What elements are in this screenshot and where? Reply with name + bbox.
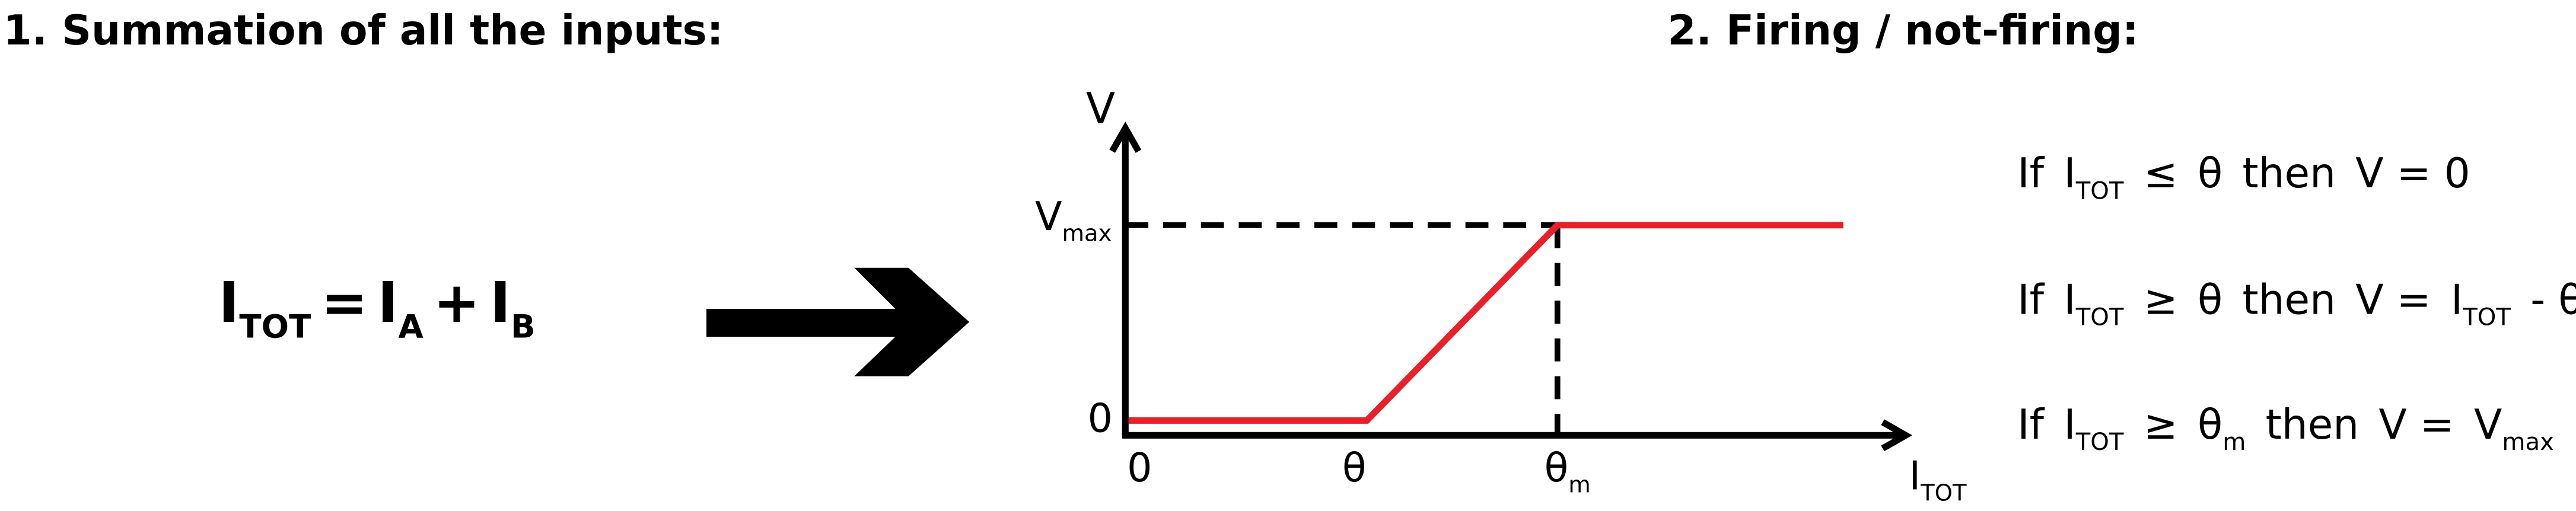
text-part: A bbox=[399, 308, 424, 346]
response-curve bbox=[1128, 222, 1843, 424]
text-part: θ bbox=[2198, 401, 2222, 449]
text-part: TOT bbox=[2462, 304, 2511, 331]
text-part: I bbox=[2451, 276, 2463, 324]
text-part: TOT bbox=[2075, 429, 2124, 456]
formula: ITOT bbox=[1909, 453, 1966, 507]
formula: If ITOT ≤ θ then V = 0 bbox=[2017, 150, 2470, 205]
formula: 0 bbox=[1127, 445, 1152, 491]
text-part: 0 bbox=[1127, 445, 1152, 491]
text-part: + bbox=[433, 271, 480, 336]
text-part: m bbox=[2222, 429, 2246, 456]
text-part: θ bbox=[1342, 445, 1367, 491]
text-part: max bbox=[2502, 429, 2554, 456]
text-part: I bbox=[1909, 453, 1921, 499]
text-part: ≥ bbox=[2144, 401, 2178, 449]
text-part: I bbox=[378, 271, 399, 336]
text-part: θ bbox=[1545, 445, 1569, 491]
text-part: V = 0 bbox=[2355, 150, 2470, 197]
text-part: ≤ bbox=[2144, 150, 2178, 197]
formula: V bbox=[1086, 84, 1115, 133]
right-title: 2. Firing / not-firing: bbox=[1667, 7, 2138, 55]
text-part: then bbox=[2266, 401, 2360, 449]
text-part: I bbox=[2064, 276, 2075, 324]
text-part: V bbox=[1086, 84, 1115, 133]
text-part: 0 bbox=[1088, 395, 1113, 442]
text-part: TOT bbox=[2075, 177, 2124, 205]
text-part: TOT bbox=[2075, 304, 2124, 331]
text-part: θ bbox=[2198, 276, 2222, 324]
text-part: V bbox=[2474, 401, 2502, 449]
arrow bbox=[706, 267, 970, 376]
text-part: then bbox=[2242, 150, 2336, 197]
text-part: max bbox=[1062, 221, 1112, 247]
formula: θ bbox=[1342, 445, 1367, 491]
graph bbox=[1109, 122, 1913, 452]
text-part: - θ bbox=[2530, 276, 2576, 324]
text-part: TOT bbox=[239, 308, 311, 346]
formula: ITOT = IA + IB bbox=[218, 271, 535, 345]
x-arrowhead bbox=[1881, 419, 1913, 452]
text-part: = bbox=[321, 271, 368, 336]
text-part: I bbox=[2064, 401, 2075, 449]
text-part: I bbox=[218, 271, 239, 336]
formula: 0 bbox=[1088, 395, 1113, 442]
text-part: I bbox=[2064, 150, 2075, 197]
formula: Vmax bbox=[1035, 193, 1112, 247]
text-part: V bbox=[1035, 193, 1062, 239]
text-part: V = bbox=[2355, 276, 2431, 324]
text-part: then bbox=[2242, 276, 2336, 324]
left-title: 1. Summation of all the inputs: bbox=[4, 7, 724, 55]
text-part: TOT bbox=[1920, 480, 1967, 506]
y-arrowhead bbox=[1109, 122, 1142, 153]
text-part: If bbox=[2017, 401, 2045, 449]
formula: If ITOT ≥ θm then V = Vmax bbox=[2017, 401, 2554, 456]
text-part: If bbox=[2017, 276, 2045, 324]
text-part: m bbox=[1568, 471, 1591, 498]
text-part: I bbox=[490, 271, 511, 336]
text-part: V = bbox=[2378, 401, 2454, 449]
text-part: ≥ bbox=[2144, 276, 2178, 324]
text-part: If bbox=[2017, 150, 2045, 197]
text-part: B bbox=[511, 308, 536, 346]
text-part: θ bbox=[2198, 150, 2222, 197]
formula: θm bbox=[1545, 445, 1591, 499]
